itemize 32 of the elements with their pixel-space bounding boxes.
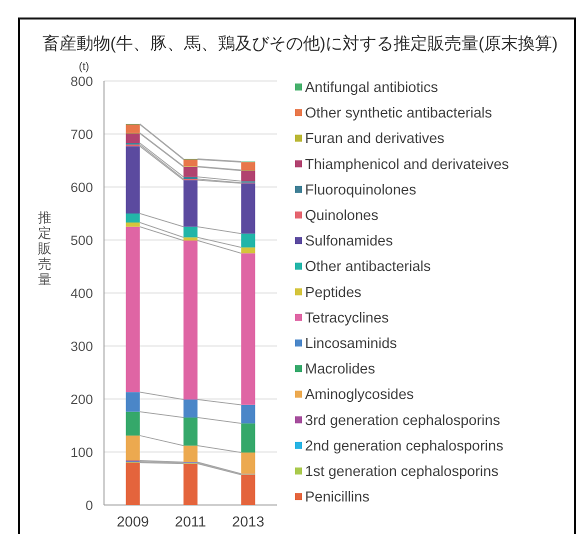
text: (t) [78,61,90,73]
legend-label: Fluoroquinolones [305,182,416,198]
legend-label: 3rd generation cephalosporins [305,412,500,429]
y-tick-label: 800 [70,74,93,89]
y-axis-title: 推定販売量 [38,210,52,287]
x-tick-label: 2013 [232,514,264,530]
legend-label: Peptides [305,284,362,301]
y-tick-label: 700 [70,126,93,142]
legend-label: Thiamphenicol and derivateives [305,156,509,173]
y-tick-label: 100 [70,444,93,460]
legend-label: Other synthetic antibacterials [305,106,492,122]
legend-label: Macrolides [305,362,376,378]
legend-label: 1st generation cephalosporins [305,464,498,480]
legend-label: Tetracyclines [305,310,389,326]
legend-label: Sulfonamides [305,234,393,250]
legend-label: Penicillins [305,490,370,506]
x-tick-label: 2009 [116,514,149,530]
chart-title: 畜産動物(牛、豚、馬、鶏及びその他)に対する推定販売量(原末換算) [42,34,558,53]
legend-label: Furan and derivatives [305,131,444,148]
y-tick-label: 300 [70,338,93,354]
y-tick-label: 400 [70,286,93,301]
legend-label: Quinolones [305,208,378,224]
legend-label: 2nd generation cephalosporins [305,438,504,454]
y-tick-label: 0 [85,498,93,513]
legend-label: Antifungal antibiotics [305,80,438,96]
legend-label: Other antibacterials [305,259,431,276]
legend-label: Lincosaminids [305,336,397,352]
x-tick-label: 2011 [174,514,206,530]
y-tick-label: 500 [70,232,93,248]
y-tick-label: 600 [70,180,93,195]
legend-label: Aminoglycosides [305,387,414,404]
y-tick-label: 200 [70,392,93,407]
